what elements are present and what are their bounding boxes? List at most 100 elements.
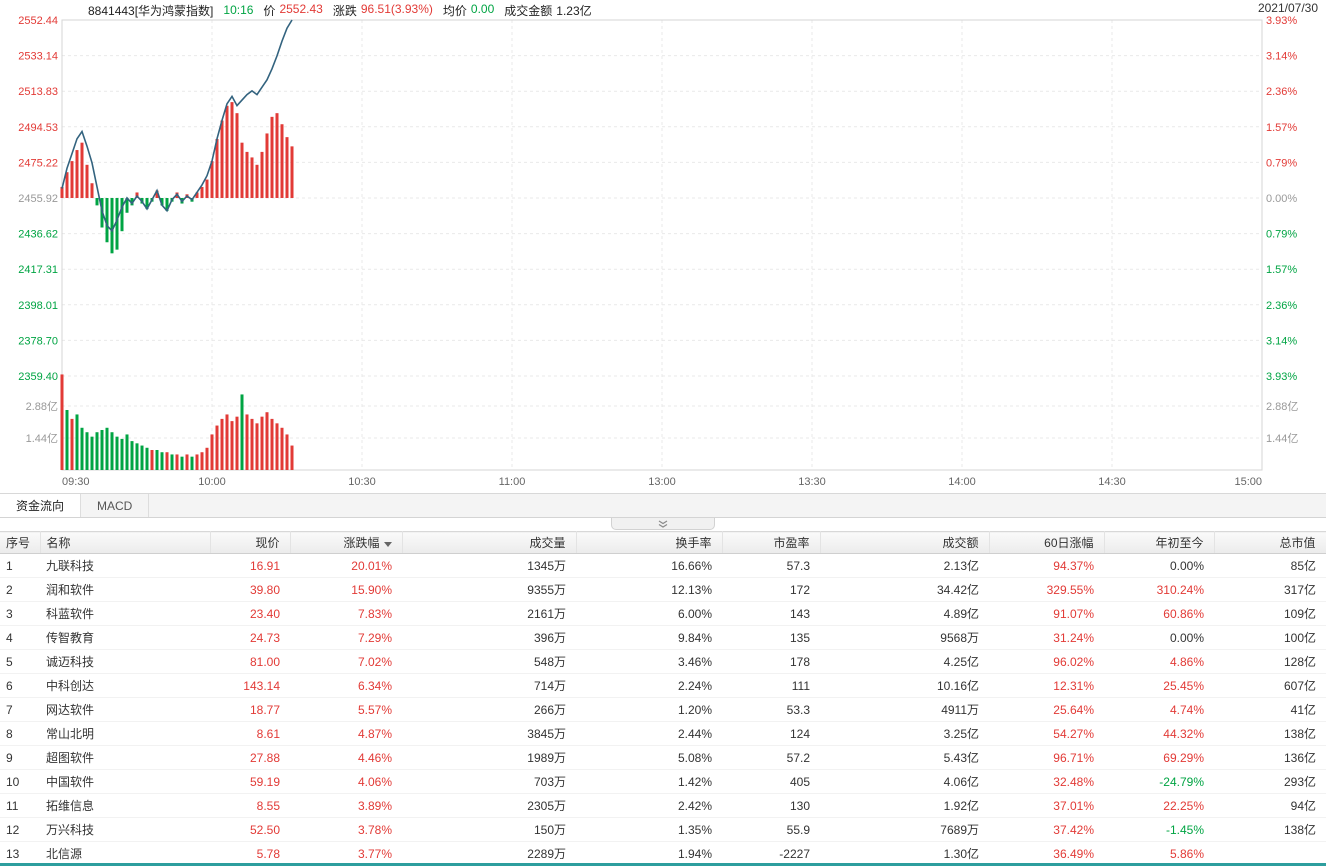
svg-text:2533.14: 2533.14 <box>18 51 58 63</box>
svg-text:2359.40: 2359.40 <box>18 371 58 383</box>
svg-text:2475.22: 2475.22 <box>18 157 58 169</box>
quote-date: 2021/07/30 <box>1257 1 1318 15</box>
value-cell: 0.00% <box>1104 553 1214 578</box>
svg-text:13:00: 13:00 <box>648 476 676 488</box>
value-cell: 25.64% <box>989 697 1104 722</box>
stock-name-cell: 万兴科技 <box>40 817 210 842</box>
value-cell: 4.89亿 <box>820 601 989 626</box>
value-cell: 9355万 <box>402 577 576 602</box>
value-cell: 4.25亿 <box>820 649 989 674</box>
value-cell: 6 <box>0 673 40 698</box>
table-row[interactable]: 3 科蓝软件 23.40 7.83% 2161万 6.00% 143 4.89亿 91.07% 6… <box>0 601 1326 626</box>
value-cell: 3.77% <box>290 841 402 866</box>
value-cell: 714万 <box>402 673 576 698</box>
value-cell: 3.78% <box>290 817 402 842</box>
value-cell: 7 <box>0 697 40 722</box>
stock-name-cell: 超图软件 <box>40 745 210 770</box>
value-cell: 124 <box>722 721 820 746</box>
column-header[interactable]: 成交额 <box>820 531 990 554</box>
value-cell: 5.86% <box>1104 841 1214 866</box>
value-cell: 60.86% <box>1104 601 1214 626</box>
column-header[interactable]: 成交量 <box>402 531 577 554</box>
value-cell: 7.83% <box>290 601 402 626</box>
table-row[interactable]: 7 网达软件 18.77 5.57% 266万 1.20% 53.3 4911万 25.64% 4… <box>0 697 1326 722</box>
svg-text:2417.31: 2417.31 <box>18 264 58 276</box>
value-cell: 8 <box>0 721 40 746</box>
value-cell: 4.86% <box>1104 649 1214 674</box>
value-cell: 34.42亿 <box>820 577 989 602</box>
value-cell: 44.32% <box>1104 721 1214 746</box>
value-cell: 2.44% <box>576 721 722 746</box>
tab-capital-flow[interactable]: 资金流向 <box>0 493 82 517</box>
value-cell: 22.25% <box>1104 793 1214 818</box>
column-header[interactable]: 序号 <box>0 531 41 554</box>
value-cell: 57.3 <box>722 553 820 578</box>
value-cell: 396万 <box>402 625 576 650</box>
value-cell: 1.20% <box>576 697 722 722</box>
stock-name-cell: 拓维信息 <box>40 793 210 818</box>
column-header[interactable]: 现价 <box>210 531 291 554</box>
table-row[interactable]: 8 常山北明 8.61 4.87% 3845万 2.44% 124 3.25亿 54.27% 44… <box>0 721 1326 746</box>
value-cell: 7689万 <box>820 817 989 842</box>
stock-name-cell: 网达软件 <box>40 697 210 722</box>
value-cell: 12.13% <box>576 577 722 602</box>
table-row[interactable]: 11 拓维信息 8.55 3.89% 2305万 2.42% 130 1.92亿 37.01% 2… <box>0 793 1326 818</box>
value-cell: 1.35% <box>576 817 722 842</box>
column-header[interactable]: 涨跌幅 <box>290 531 403 554</box>
value-cell: 96.71% <box>989 745 1104 770</box>
value-cell: 53.3 <box>722 697 820 722</box>
table-row[interactable]: 4 传智教育 24.73 7.29% 396万 9.84% 135 9568万 31.24% 0.… <box>0 625 1326 650</box>
value-cell: 5.43亿 <box>820 745 989 770</box>
value-cell: 8.61 <box>210 721 290 746</box>
value-cell: 96.02% <box>989 649 1104 674</box>
value-cell: 1 <box>0 553 40 578</box>
table-row[interactable]: 1 九联科技 16.91 20.01% 1345万 16.66% 57.3 2.13亿 94.3… <box>0 553 1326 578</box>
table-row[interactable]: 12 万兴科技 52.50 3.78% 150万 1.35% 55.9 7689万 37.42%… <box>0 817 1326 842</box>
column-header[interactable]: 年初至今 <box>1104 531 1215 554</box>
value-cell: 94.37% <box>989 553 1104 578</box>
intraday-chart[interactable]: 2552.44 3.93% 2533.14 3.14% 2513.83 2.36% 2494… <box>0 0 1326 493</box>
column-header[interactable]: 总市值 <box>1214 531 1326 554</box>
value-cell: 5.57% <box>290 697 402 722</box>
value-cell: 57.2 <box>722 745 820 770</box>
value-cell: 3.89% <box>290 793 402 818</box>
column-header[interactable]: 换手率 <box>576 531 723 554</box>
indicator-tabs: 资金流向 MACD <box>0 493 1326 518</box>
price-label: 价 <box>263 3 276 18</box>
table-row[interactable]: 5 诚迈科技 81.00 7.02% 548万 3.46% 178 4.25亿 96.02% 4.… <box>0 649 1326 674</box>
sort-desc-icon <box>383 542 392 547</box>
table-row[interactable]: 13 北信源 5.78 3.77% 2289万 1.94% -2227 1.30亿 36.49%… <box>0 841 1326 866</box>
value-cell: 94亿 <box>1214 793 1326 818</box>
stock-table-body: 1 九联科技 16.91 20.01% 1345万 16.66% 57.3 2.13亿 94.3… <box>0 553 1326 866</box>
tab-macd[interactable]: MACD <box>81 494 150 517</box>
value-cell: 4.06亿 <box>820 769 989 794</box>
value-cell: 18.77 <box>210 697 290 722</box>
value-cell: 1.94% <box>576 841 722 866</box>
value-cell: 23.40 <box>210 601 290 626</box>
stock-name-cell: 中科创达 <box>40 673 210 698</box>
table-row[interactable]: 10 中国软件 59.19 4.06% 703万 1.42% 405 4.06亿 32.48% -… <box>0 769 1326 794</box>
column-header[interactable]: 60日涨幅 <box>989 531 1105 554</box>
bottom-accent-bar <box>0 863 1326 866</box>
svg-text:3.14%: 3.14% <box>1266 51 1297 63</box>
value-cell: 91.07% <box>989 601 1104 626</box>
svg-text:2.88亿: 2.88亿 <box>1266 400 1298 413</box>
value-cell: 6.00% <box>576 601 722 626</box>
svg-text:3.93%: 3.93% <box>1266 15 1297 27</box>
column-header[interactable]: 名称 <box>40 531 211 554</box>
collapse-panel-button[interactable] <box>611 518 715 530</box>
table-row[interactable]: 9 超图软件 27.88 4.46% 1989万 5.08% 57.2 5.43亿 96.71%… <box>0 745 1326 770</box>
value-cell: 37.42% <box>989 817 1104 842</box>
table-row[interactable]: 6 中科创达 143.14 6.34% 714万 2.24% 111 10.16亿 12.31%… <box>0 673 1326 698</box>
value-cell: 24.73 <box>210 625 290 650</box>
value-cell: 12 <box>0 817 40 842</box>
svg-text:14:30: 14:30 <box>1098 476 1126 488</box>
column-header[interactable]: 市盈率 <box>722 531 821 554</box>
value-cell: 1.42% <box>576 769 722 794</box>
value-cell: 317亿 <box>1214 577 1326 602</box>
value-cell: 5.08% <box>576 745 722 770</box>
value-cell: 27.88 <box>210 745 290 770</box>
svg-text:2494.53: 2494.53 <box>18 122 58 134</box>
table-row[interactable]: 2 润和软件 39.80 15.90% 9355万 12.13% 172 34.42亿 329.… <box>0 577 1326 602</box>
change-label: 涨跌 <box>332 3 357 18</box>
